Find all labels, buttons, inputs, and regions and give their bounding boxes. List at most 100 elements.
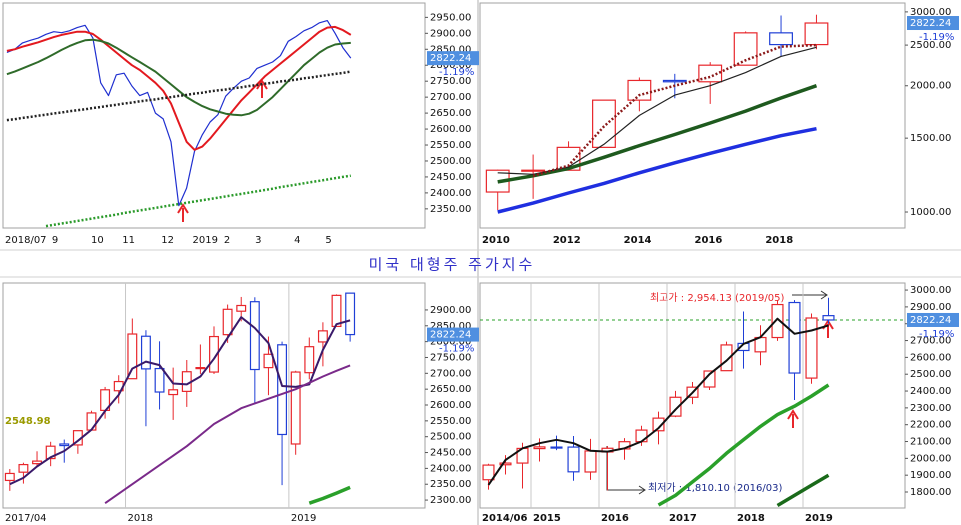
- y-tick-label: 2500.00: [430, 156, 471, 167]
- series-line: [45, 174, 351, 228]
- x-tick-label: 2010: [482, 235, 510, 246]
- y-tick-label: 2600.00: [430, 124, 471, 135]
- candle-body: [627, 79, 652, 101]
- x-tick-label: 2019: [291, 513, 316, 524]
- change-label: -1.19%: [919, 32, 954, 43]
- candle-body: [45, 445, 56, 460]
- candle-body: [263, 353, 274, 369]
- series-line: [308, 485, 351, 505]
- x-tick-label: 2018: [128, 513, 153, 524]
- y-tick-label: 3000.00: [910, 7, 951, 18]
- candle-body: [662, 79, 687, 83]
- last-price-label: 2822.24: [910, 315, 951, 326]
- x-tick-label: 2018/07: [5, 235, 47, 246]
- y-tick-label: 2400.00: [910, 386, 951, 397]
- y-tick-label: 2300.00: [430, 495, 471, 506]
- high-note: 최고가 : 2,954.13 (2019/05): [650, 292, 784, 304]
- y-tick-label: 2800.00: [430, 337, 471, 348]
- x-tick-label: 2019: [193, 235, 218, 246]
- y-tick-label: 2350.00: [430, 479, 471, 490]
- candle-body: [249, 301, 260, 371]
- x-tick-label: 11: [122, 235, 135, 246]
- candle-body: [290, 371, 301, 445]
- candle-body: [127, 333, 138, 380]
- candle-body: [304, 346, 315, 374]
- candle-body: [18, 463, 29, 473]
- y-tick-label: 1800.00: [910, 487, 951, 498]
- candle-body: [652, 417, 665, 432]
- plot-frame: [2, 282, 426, 509]
- candle-body: [805, 317, 818, 379]
- candle-body: [720, 344, 733, 372]
- y-tick-label: 2600.00: [430, 400, 471, 411]
- candle-body: [669, 396, 682, 417]
- y-tick-label: 2850.00: [430, 321, 471, 332]
- series-line: [487, 317, 829, 486]
- x-tick-label: 2018: [737, 513, 765, 524]
- y-tick-label: 2850.00: [430, 44, 471, 55]
- change-label: -1.19%: [439, 344, 474, 355]
- series-line: [657, 383, 830, 507]
- candle-body: [86, 412, 97, 431]
- candle-body: [550, 446, 563, 449]
- y-tick-label: 2350.00: [430, 204, 471, 215]
- y-tick-label: 1900.00: [910, 470, 951, 481]
- last-price-label: 2822.24: [430, 53, 471, 64]
- x-tick-label: 2012: [553, 235, 581, 246]
- y-tick-label: 2400.00: [430, 463, 471, 474]
- y-tick-label: 2600.00: [910, 352, 951, 363]
- y-tick-label: 3000.00: [910, 285, 951, 296]
- last-price-box: [907, 312, 959, 327]
- y-tick-label: 2650.00: [430, 108, 471, 119]
- change-label: -1.19%: [439, 67, 474, 78]
- candle-body: [331, 294, 342, 328]
- candle-body: [499, 462, 512, 466]
- last-price-box: [427, 327, 479, 342]
- x-tick-label: 2014: [624, 235, 652, 246]
- candle-body: [521, 169, 546, 172]
- y-tick-label: 2300.00: [910, 403, 951, 414]
- level-label: 2548.98: [5, 416, 51, 427]
- candle-body: [567, 446, 580, 473]
- low-note: 최저가 : 1,810.10 (2016/03): [648, 482, 782, 494]
- series-line: [6, 38, 351, 117]
- x-tick-label: 2018: [765, 235, 793, 246]
- series-line: [9, 316, 351, 486]
- y-tick-label: 2700.00: [910, 336, 951, 347]
- x-tick-label: 2017/04: [5, 513, 47, 524]
- last-price-label: 2822.24: [430, 330, 471, 341]
- candle-body: [4, 472, 15, 482]
- series-line: [104, 364, 351, 505]
- x-tick-label: 9: [52, 235, 58, 246]
- y-tick-label: 2750.00: [430, 352, 471, 363]
- x-tick-label: 2017: [669, 513, 697, 524]
- y-tick-label: 2700.00: [430, 92, 471, 103]
- y-tick-label: 2200.00: [910, 420, 951, 431]
- y-tick-label: 2000.00: [910, 81, 951, 92]
- y-tick-label: 2100.00: [910, 437, 951, 448]
- y-tick-label: 2500.00: [910, 369, 951, 380]
- last-price-label: 2822.24: [910, 18, 951, 29]
- candle-body: [277, 344, 288, 436]
- x-tick-label: 4: [294, 235, 300, 246]
- x-tick-label: 2016: [601, 513, 629, 524]
- candle-body: [592, 99, 616, 148]
- page-title: 미국 대형주 주가지수: [369, 256, 536, 274]
- series-line: [532, 43, 817, 178]
- plot-frame: [479, 282, 906, 509]
- candle-body: [482, 464, 495, 481]
- series-line: [776, 473, 830, 508]
- y-tick-label: 2550.00: [430, 140, 471, 151]
- candle-body: [771, 303, 784, 339]
- x-tick-label: 10: [91, 235, 104, 246]
- y-tick-label: 2400.00: [430, 188, 471, 199]
- y-tick-label: 1000.00: [910, 207, 951, 218]
- y-tick-label: 2000.00: [910, 453, 951, 464]
- signal-arrow: [787, 409, 799, 428]
- series-line: [497, 46, 817, 175]
- candle-body: [804, 22, 829, 46]
- candle-body: [317, 330, 328, 343]
- series-line: [6, 25, 352, 151]
- y-tick-label: 2900.00: [430, 28, 471, 39]
